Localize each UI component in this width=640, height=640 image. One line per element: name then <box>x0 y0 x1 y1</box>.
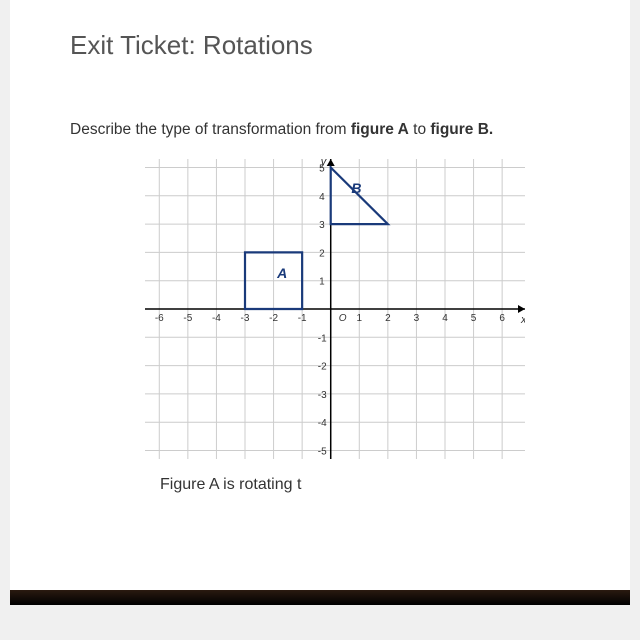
svg-text:2: 2 <box>385 313 391 324</box>
svg-text:-2: -2 <box>269 313 278 324</box>
svg-text:4: 4 <box>442 313 448 324</box>
svg-text:y: y <box>320 159 328 168</box>
svg-text:x: x <box>520 314 525 326</box>
svg-text:1: 1 <box>357 313 363 324</box>
coordinate-graph: -6-5-4-3-2-112345612345-1-2-3-4-5OyxAB <box>70 159 600 464</box>
svg-text:2: 2 <box>319 248 325 259</box>
svg-text:4: 4 <box>319 192 325 203</box>
svg-text:-3: -3 <box>241 313 250 324</box>
svg-text:A: A <box>276 265 287 281</box>
svg-text:5: 5 <box>471 313 477 324</box>
svg-text:-1: -1 <box>298 313 307 324</box>
svg-text:3: 3 <box>414 313 420 324</box>
answer-text: Figure A is rotating t <box>160 476 600 494</box>
svg-text:-1: -1 <box>318 333 327 344</box>
prompt-text-2: to <box>409 121 431 138</box>
svg-text:-3: -3 <box>318 390 327 401</box>
graph-svg: -6-5-4-3-2-112345612345-1-2-3-4-5OyxAB <box>145 159 525 459</box>
svg-text:3: 3 <box>319 220 325 231</box>
svg-text:-5: -5 <box>183 313 192 324</box>
svg-text:6: 6 <box>499 313 505 324</box>
prompt-text-1: Describe the type of transformation from <box>70 121 351 138</box>
svg-text:O: O <box>339 313 347 324</box>
svg-text:-5: -5 <box>318 447 327 458</box>
prompt-figure-b: figure B. <box>430 121 493 138</box>
worksheet-paper: Exit Ticket: Rotations Describe the type… <box>10 0 630 600</box>
svg-text:-4: -4 <box>318 418 327 429</box>
prompt-figure-a: figure A <box>351 121 409 138</box>
page-title: Exit Ticket: Rotations <box>70 30 600 61</box>
svg-text:-2: -2 <box>318 362 327 373</box>
bottom-edge <box>10 590 630 605</box>
svg-text:-4: -4 <box>212 313 221 324</box>
svg-text:-6: -6 <box>155 313 164 324</box>
svg-text:B: B <box>351 180 361 196</box>
question-prompt: Describe the type of transformation from… <box>70 121 600 139</box>
svg-text:1: 1 <box>319 277 325 288</box>
